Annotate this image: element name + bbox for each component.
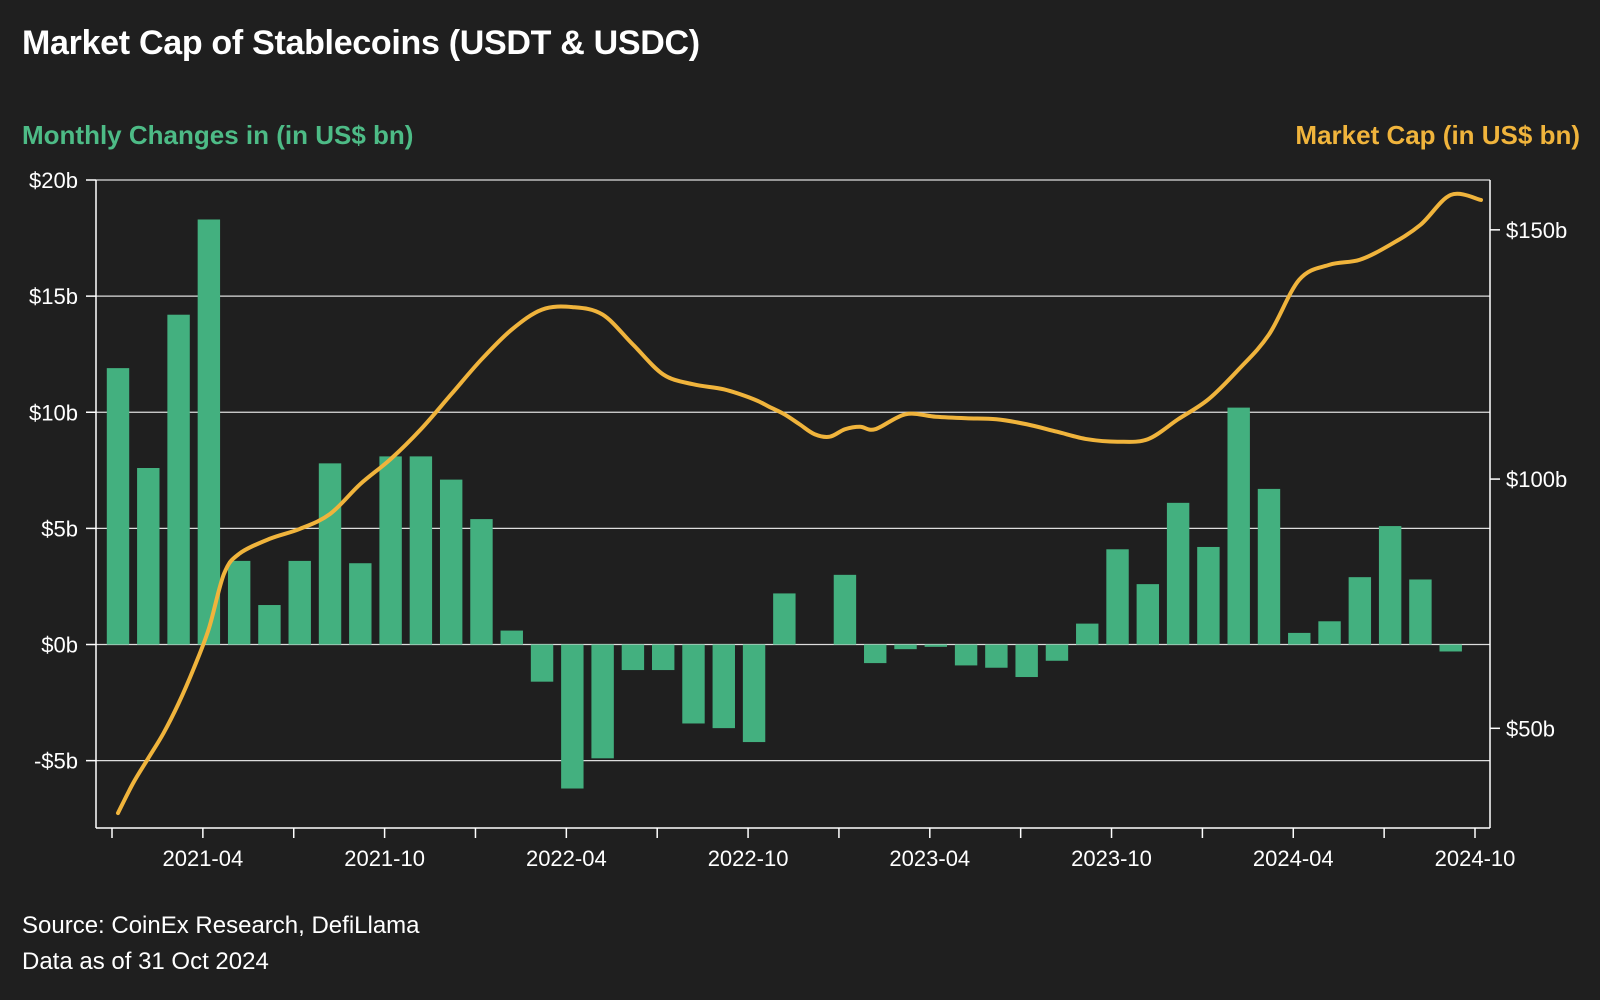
bar [288, 560, 311, 645]
x-tick-label: 2024-04 [1253, 846, 1334, 871]
bar [1015, 644, 1038, 678]
bar [924, 644, 948, 647]
left-axis-title: Monthly Changes in (in US$ bn) [22, 120, 414, 150]
data-as-of-note: Data as of 31 Oct 2024 [22, 948, 269, 975]
bar [470, 519, 493, 645]
bar [1106, 549, 1129, 645]
bar [1318, 621, 1341, 645]
bar [1257, 488, 1281, 645]
bar [1409, 579, 1432, 645]
bar [106, 368, 130, 645]
bar [561, 644, 584, 789]
right-y-tick-label: $50b [1506, 716, 1555, 741]
bar [1076, 623, 1099, 645]
left-y-tick-label: $5b [41, 516, 78, 541]
bar [349, 563, 372, 645]
bar [1136, 584, 1160, 645]
bar [500, 630, 523, 645]
x-tick-label: 2022-10 [708, 846, 789, 871]
bar [409, 456, 433, 645]
right-axis-title: Market Cap (in US$ bn) [1295, 120, 1580, 150]
bar [651, 644, 675, 671]
bar [530, 644, 554, 682]
bar [712, 644, 735, 729]
bar [894, 644, 917, 650]
bar [742, 644, 766, 743]
bar [258, 605, 281, 645]
bar [682, 644, 705, 724]
left-y-tick-label: $10b [29, 400, 78, 425]
x-tick-label: 2021-10 [344, 846, 425, 871]
source-note: Source: CoinEx Research, DefiLlama [22, 912, 420, 939]
bar [621, 644, 645, 671]
bar [197, 219, 221, 645]
chart-title: Market Cap of Stablecoins (USDT & USDC) [22, 24, 700, 62]
bar [318, 463, 342, 645]
bar [954, 644, 978, 666]
bar [1348, 577, 1372, 645]
bar [167, 314, 190, 645]
bar [379, 456, 402, 645]
bar [1288, 632, 1311, 645]
bar [864, 644, 887, 664]
bar [1166, 502, 1190, 645]
right-y-tick-label: $150b [1506, 218, 1567, 243]
bar [591, 644, 614, 759]
left-y-tick-label: -$5b [34, 749, 78, 774]
bar [137, 468, 160, 645]
bar [1045, 644, 1069, 661]
left-y-tick-label: $0b [41, 633, 78, 658]
bar [1378, 526, 1402, 645]
left-y-tick-label: $20b [29, 168, 78, 193]
bar [1197, 546, 1220, 645]
right-y-tick-label: $100b [1506, 467, 1567, 492]
x-tick-label: 2021-04 [162, 846, 243, 871]
bar [439, 479, 463, 645]
bar [1227, 407, 1250, 645]
x-tick-label: 2023-10 [1071, 846, 1152, 871]
bar [773, 593, 796, 645]
x-tick-label: 2022-04 [526, 846, 607, 871]
chart-canvas: $20b $15b $10b $5b $0b -$5b $150b $100b $50b 2021… [29, 168, 1567, 871]
bar [1439, 644, 1462, 652]
bar [985, 644, 1008, 668]
bar [833, 574, 857, 645]
left-y-tick-label: $15b [29, 284, 78, 309]
x-tick-label: 2023-04 [889, 846, 970, 871]
x-tick-label: 2024-10 [1435, 846, 1516, 871]
bar [227, 560, 251, 645]
market-cap-line [116, 191, 1483, 816]
